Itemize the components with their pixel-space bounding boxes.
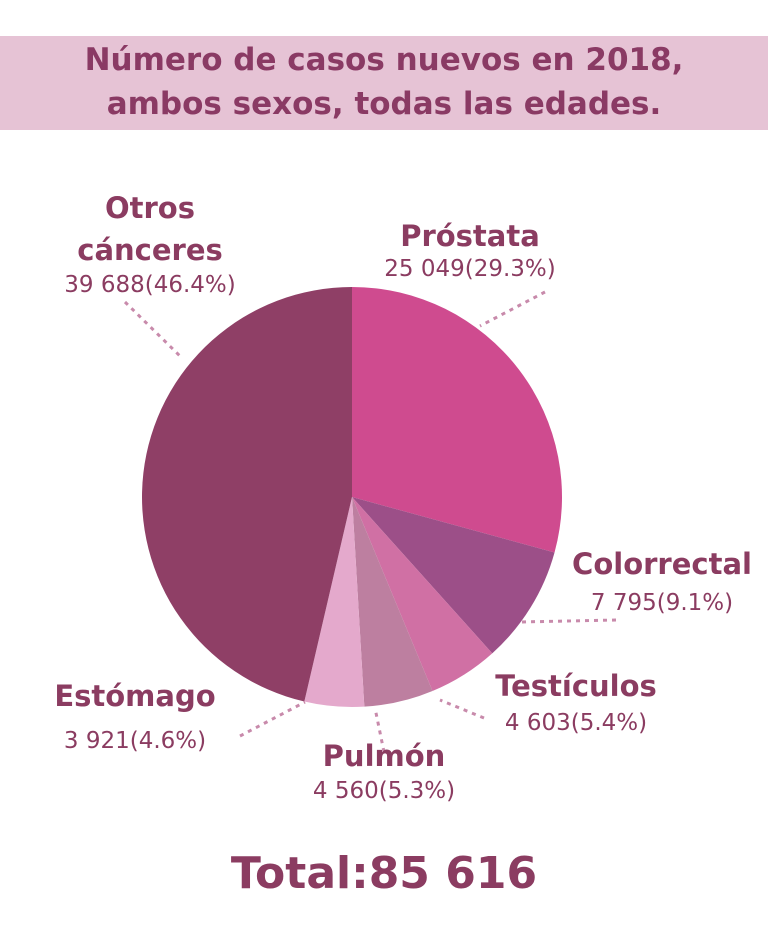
leader-line	[439, 698, 485, 720]
slice-label: cánceres	[77, 233, 223, 267]
pie-slice-próstata	[352, 287, 562, 553]
pie-slice-colorrectal	[352, 497, 555, 654]
title-band	[0, 36, 768, 130]
slice-label: Otros	[105, 191, 195, 225]
leader-line	[479, 290, 546, 328]
pie-slice-testículos	[352, 497, 493, 691]
slice-value-label: 3 921(4.6%)	[64, 728, 206, 754]
leader-line	[123, 300, 184, 360]
leader-line	[239, 700, 306, 738]
leader-line	[519, 618, 617, 624]
chart-title-line2: ambos sexos, todas las edades.	[106, 86, 662, 122]
slice-label: Pulmón	[323, 739, 446, 773]
slice-label: Próstata	[400, 219, 540, 253]
slice-value-label: 25 049(29.3%)	[384, 256, 556, 282]
slice-value-label: 4 603(5.4%)	[505, 710, 647, 736]
chart-title: Número de casos nuevos en 2018, ambos se…	[0, 38, 768, 126]
pie-slice-otros-cánceres	[141, 287, 352, 702]
slice-value-label: 39 688(46.4%)	[64, 272, 236, 298]
slice-label: Estómago	[54, 679, 215, 713]
chart-title-line1: Número de casos nuevos en 2018,	[84, 42, 684, 78]
slice-value-label: 4 560(5.3%)	[313, 778, 455, 804]
pie-slice-pulmón	[352, 497, 433, 707]
slice-value-label: 7 795(9.1%)	[591, 590, 733, 616]
total-label: Total:85 616	[230, 848, 538, 899]
pie-slice-estómago	[304, 497, 365, 707]
slice-label: Colorrectal	[572, 547, 752, 581]
slice-label: Testículos	[495, 669, 657, 703]
leader-line	[373, 707, 386, 753]
